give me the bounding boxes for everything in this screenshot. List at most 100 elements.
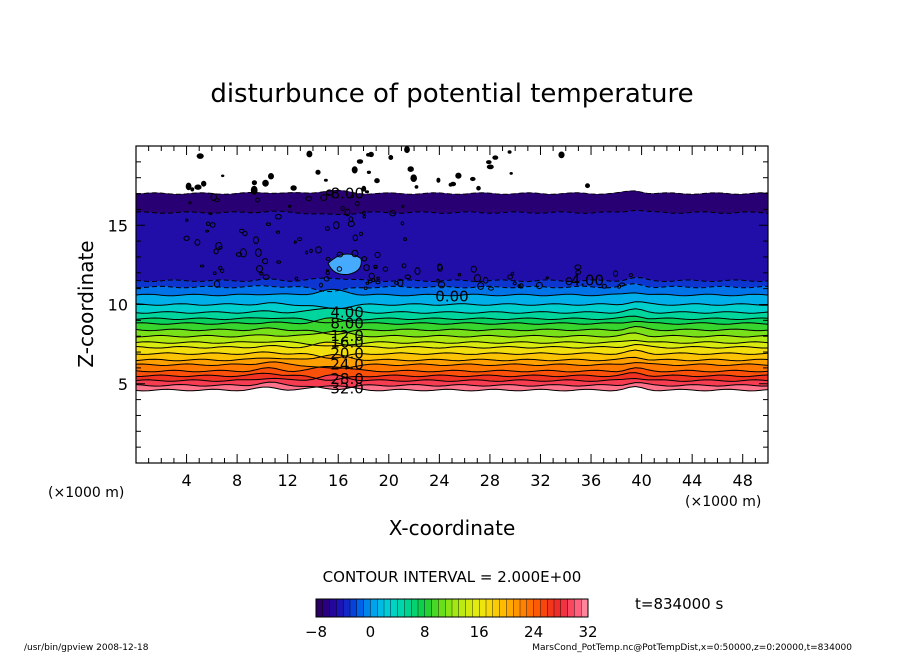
noise-blob — [315, 169, 321, 175]
contour-line — [136, 349, 768, 360]
noise-blob — [509, 172, 513, 175]
noise-blob — [486, 160, 492, 165]
noise-blob — [320, 194, 328, 202]
noise-blob — [483, 276, 489, 284]
noise-blob — [473, 274, 482, 283]
noise-blob — [565, 277, 573, 286]
noise-blob — [397, 278, 404, 287]
noise-blob — [221, 174, 225, 178]
colorbar — [315, 598, 589, 618]
x-tick-label: 44 — [682, 471, 702, 490]
contour-label: 12.0 — [330, 327, 363, 345]
noise-blob — [262, 274, 270, 281]
contour-line — [136, 354, 768, 362]
noise-blob — [492, 155, 499, 160]
noise-blob — [256, 265, 264, 273]
noise-blob — [436, 177, 441, 183]
colorbar-cell — [390, 598, 399, 618]
noise-blob — [414, 267, 421, 275]
noise-blob — [212, 271, 217, 276]
contour-band — [136, 189, 768, 215]
noise-blob — [325, 256, 331, 261]
noise-blob — [558, 151, 565, 159]
x-tick-label: 4 — [181, 471, 191, 490]
noise-blob — [363, 264, 370, 272]
noise-blob — [199, 264, 205, 268]
x-tick-label: 8 — [232, 471, 242, 490]
noise-blob — [262, 258, 269, 265]
contour-line — [136, 385, 768, 392]
noise-blob — [437, 263, 443, 271]
contour-line — [136, 276, 768, 283]
noise-blob — [585, 183, 590, 189]
x-tick-label: 16 — [328, 471, 348, 490]
noise-blob — [183, 235, 190, 242]
contour-label: 28.0 — [330, 370, 363, 388]
contour-lines — [136, 189, 768, 392]
noise-blob — [208, 212, 213, 216]
noise-blob — [210, 193, 217, 202]
colorbar-tick-label: 24 — [524, 623, 543, 641]
colorbar-cell — [465, 598, 473, 618]
colorbar-cell — [377, 598, 385, 618]
colorbar-cell — [431, 598, 439, 618]
time-label: t=834000 s — [635, 595, 723, 613]
noise-blob — [190, 187, 195, 192]
noise-blob — [188, 201, 192, 205]
noise-blob — [218, 246, 223, 250]
noise-blob — [351, 166, 358, 174]
footer-source: MarsCond_PotTemp.nc@PotTempDist,x=0:5000… — [532, 643, 852, 653]
noise-blob — [407, 166, 414, 173]
noise-blob — [340, 205, 345, 212]
noise-blob — [276, 260, 282, 264]
noise-blob — [213, 280, 221, 289]
colorbar-cell — [383, 598, 392, 618]
noise-blob — [362, 215, 366, 219]
contour-label: 16.0 — [330, 334, 363, 352]
noise-blob — [394, 281, 400, 285]
noise-blob — [205, 221, 211, 227]
colorbar-cell — [329, 598, 337, 618]
contour-line — [136, 372, 768, 381]
noise-blob — [351, 249, 359, 258]
contour-line — [136, 374, 768, 382]
contour-line — [136, 209, 768, 216]
colorbar-cell — [356, 598, 365, 618]
contour-line — [136, 365, 768, 373]
noise-blob — [293, 240, 297, 244]
noise-blob — [235, 252, 243, 257]
x-tick-label: 20 — [379, 471, 399, 490]
colorbar-cell — [438, 598, 446, 618]
noise-blob — [185, 218, 189, 222]
noise-blob — [507, 150, 512, 154]
anomaly-contour — [327, 253, 362, 276]
colorbar-cell — [343, 598, 351, 618]
noise-blob — [470, 176, 476, 182]
noise-blob — [450, 181, 457, 187]
noise-blob — [344, 208, 351, 217]
noise-blob — [488, 286, 494, 291]
noise-blob — [404, 274, 412, 280]
noise-blob — [265, 222, 271, 226]
noise-blob — [436, 278, 440, 283]
noise-blob — [239, 248, 247, 258]
noise-blob — [259, 272, 264, 276]
noise-blob — [507, 274, 513, 280]
noise-blob — [455, 172, 462, 179]
x-tick-label: 12 — [278, 471, 298, 490]
colorbar-cell — [370, 598, 378, 618]
noise-blob — [268, 173, 274, 180]
noise-blob — [294, 276, 299, 281]
colorbar-cell — [349, 598, 358, 618]
x-tick-labels: 4 8 12 16 20 24 28 32 36 40 44 48 — [181, 471, 752, 490]
noise-blob — [356, 159, 364, 164]
contour-label: 24.0 — [330, 356, 363, 374]
colorbar-cell — [526, 598, 535, 618]
noise-blob — [363, 286, 368, 290]
noise-blob — [368, 272, 375, 280]
noise-blob — [457, 273, 462, 277]
noise-blob — [209, 222, 216, 228]
noise-blob — [361, 256, 368, 262]
contour-line — [136, 325, 768, 336]
